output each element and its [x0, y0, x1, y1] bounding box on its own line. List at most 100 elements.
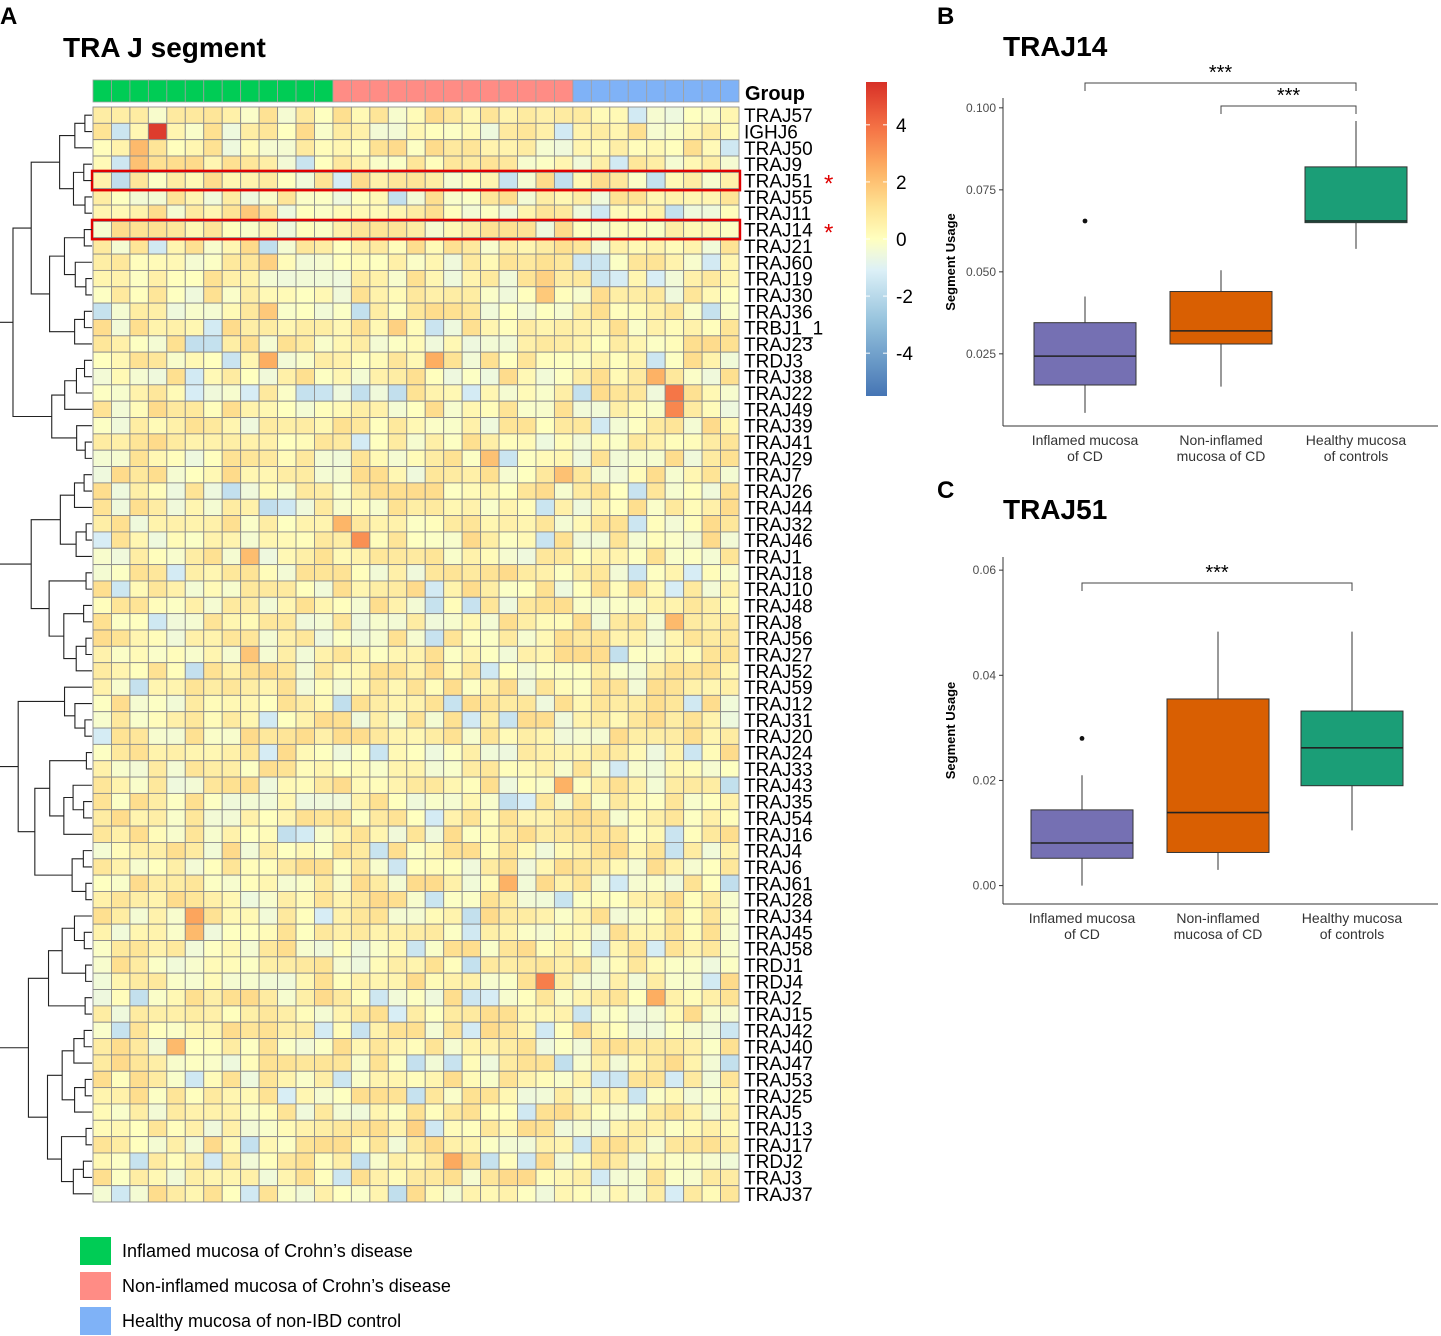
- heatmap-cell: [480, 613, 500, 631]
- heatmap-cell: [240, 351, 260, 369]
- heatmap-cell: [572, 972, 592, 990]
- heatmap-cell: [590, 1119, 611, 1138]
- heatmap-cell: [424, 825, 445, 843]
- heatmap-cell: [646, 122, 666, 141]
- heatmap-cell: [590, 531, 611, 549]
- heatmap-row-label: TRAJ24: [744, 744, 813, 765]
- heatmap-cell: [720, 1005, 740, 1023]
- heatmap-cell: [147, 923, 168, 941]
- heatmap-cell: [129, 547, 149, 566]
- heatmap-cell: [590, 368, 611, 386]
- heatmap-cell: [461, 171, 482, 190]
- heatmap-cell: [461, 792, 482, 811]
- heatmap-cell: [406, 613, 426, 631]
- heatmap-cell: [369, 139, 389, 157]
- heatmap-cell: [350, 776, 371, 794]
- heatmap-cell: [406, 891, 426, 909]
- heatmap-cell: [701, 1119, 721, 1138]
- heatmap-cell: [517, 841, 537, 860]
- heatmap-cell: [166, 466, 186, 484]
- heatmap-cell: [609, 1038, 629, 1056]
- heatmap-cell: [369, 678, 389, 696]
- heatmap-cell: [350, 482, 371, 500]
- heatmap-cell: [443, 515, 463, 533]
- dendrogram-branch: [61, 927, 86, 974]
- heatmap-cell: [295, 139, 315, 157]
- heatmap-cell: [147, 433, 168, 451]
- heatmap-cell: [129, 645, 149, 664]
- heatmap-cell: [295, 776, 315, 794]
- heatmap-cell: [627, 1168, 648, 1187]
- heatmap-cell: [111, 1185, 131, 1203]
- heatmap-cell: [295, 989, 315, 1007]
- heatmap-cell: [646, 449, 666, 468]
- heatmap-cell: [369, 253, 389, 271]
- heatmap-cell: [147, 1038, 168, 1056]
- heatmap-cell: [701, 351, 721, 369]
- heatmap-cell: [664, 368, 685, 386]
- heatmap-cell: [553, 1136, 574, 1154]
- heatmap-cell: [92, 678, 112, 696]
- heatmap-cell: [258, 629, 279, 647]
- heatmap-cell: [443, 1103, 463, 1121]
- heatmap-cell: [664, 122, 685, 141]
- group-legend: Inflamed mucosa of Crohn’s diseaseNon-in…: [80, 1237, 451, 1335]
- heatmap-cell: [406, 171, 426, 190]
- dendrogram-branch: [83, 604, 92, 623]
- heatmap-cell: [553, 907, 574, 925]
- heatmap-cell: [369, 400, 389, 418]
- heatmap-cell: [572, 940, 592, 958]
- heatmap-cell: [406, 220, 426, 239]
- heatmap-cell: [609, 662, 629, 680]
- heatmap-cell: [295, 286, 315, 304]
- dendrogram-branch: [85, 752, 92, 770]
- dendrogram-branch: [76, 425, 92, 451]
- heatmap-cell: [350, 498, 371, 517]
- heatmap-cell: [240, 989, 260, 1007]
- heatmap-cell: [258, 106, 279, 124]
- heatmap-cell: [387, 596, 408, 615]
- heatmap-row-label: TRAJ48: [744, 596, 813, 617]
- heatmap-cell: [461, 776, 482, 794]
- heatmap-cell: [184, 1168, 205, 1187]
- heatmap-cell: [517, 727, 537, 745]
- heatmap-cell: [387, 841, 408, 860]
- heatmap-cell: [517, 596, 537, 615]
- heatmap-cell: [701, 989, 721, 1007]
- heatmap-cell: [590, 1136, 611, 1154]
- heatmap-cell: [258, 1119, 279, 1138]
- heatmap-cell: [221, 1152, 242, 1170]
- heatmap-cell: [646, 531, 666, 549]
- dendrogram-branch: [74, 702, 92, 729]
- heatmap-cell: [664, 269, 685, 288]
- x-category-label: of CD: [1067, 448, 1103, 464]
- heatmap-cell: [92, 956, 112, 974]
- heatmap-cell: [609, 319, 629, 337]
- heatmap-cell: [277, 629, 297, 647]
- heatmap-cell: [443, 106, 463, 124]
- heatmap-cell: [369, 580, 389, 598]
- heatmap-cell: [314, 825, 334, 843]
- heatmap-cell: [424, 547, 445, 566]
- heatmap-cell: [129, 923, 149, 941]
- heatmap-cell: [92, 122, 112, 141]
- panel-c-letter: C: [937, 477, 954, 504]
- heatmap-cell: [609, 1152, 629, 1170]
- heatmap-cell: [129, 1005, 149, 1023]
- heatmap-cell: [369, 792, 389, 811]
- heatmap-cell: [664, 433, 685, 451]
- heatmap-cell: [92, 417, 112, 435]
- heatmap-cell: [369, 449, 389, 468]
- heatmap-cell: [166, 286, 186, 304]
- group-annotation-cell: [92, 79, 112, 103]
- heatmap-cell: [129, 417, 149, 435]
- heatmap-cell: [720, 1054, 740, 1072]
- heatmap-cell: [701, 613, 721, 631]
- heatmap-cell: [627, 547, 648, 566]
- heatmap-cell: [406, 1103, 426, 1121]
- heatmap-cell: [111, 1136, 131, 1154]
- heatmap-cell: [221, 269, 242, 288]
- heatmap-cell: [387, 139, 408, 157]
- heatmap-cell: [129, 662, 149, 680]
- colorbar-tick-label: -2: [896, 287, 913, 308]
